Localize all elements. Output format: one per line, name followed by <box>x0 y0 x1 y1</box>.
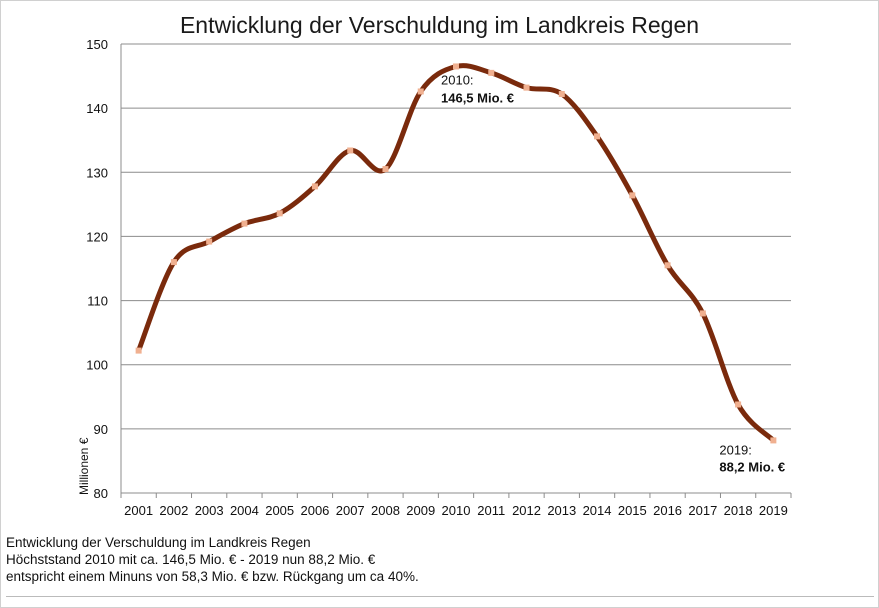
data-point-2007 <box>347 147 354 154</box>
x-tick-label: 2011 <box>477 503 505 518</box>
footnote-line-2: Höchststand 2010 mit ca. 146,5 Mio. € - … <box>6 552 376 567</box>
x-tick-label: 2005 <box>265 503 294 518</box>
data-point-2004 <box>241 220 248 227</box>
data-point-2019 <box>770 437 777 444</box>
series-line <box>136 63 776 443</box>
y-tick-label: 90 <box>94 422 108 437</box>
data-point-2012 <box>523 84 530 91</box>
y-tick-label: 120 <box>86 229 108 244</box>
annotations: 2010: 146,5 Mio. € 2019: 88,2 Mio. € <box>441 72 785 474</box>
x-tick-label: 2010 <box>442 503 471 518</box>
x-tick-label: 2012 <box>512 503 541 518</box>
data-point-2015 <box>629 192 636 199</box>
data-point-2014 <box>594 133 601 140</box>
x-tick-labels: 2001 2002 2003 2004 2005 2006 2007 2008 2009 2010… <box>120 493 792 518</box>
y-tick-label: 100 <box>86 358 108 373</box>
y-tick-label: 140 <box>86 101 108 116</box>
annotation-2019-year: 2019: <box>719 442 752 457</box>
data-markers <box>135 63 777 444</box>
x-tick-label: 2006 <box>300 503 329 518</box>
data-point-2016 <box>664 262 671 269</box>
x-tick-label: 2002 <box>159 503 188 518</box>
x-tick-label: 2016 <box>653 503 682 518</box>
data-point-2001 <box>135 347 142 354</box>
y-tick-label: 150 <box>86 37 108 52</box>
y-tick-labels: 80 90 100 110 120 130 140 150 <box>86 37 108 501</box>
data-point-2002 <box>170 259 177 266</box>
data-point-2013 <box>558 91 565 98</box>
data-point-2006 <box>311 183 318 190</box>
annotation-2010-year: 2010: <box>441 72 474 87</box>
x-tick-label: 2004 <box>230 503 259 518</box>
data-point-2018 <box>735 401 742 408</box>
data-point-2010 <box>453 63 459 70</box>
annotation-2010-value: 146,5 Mio. € <box>441 90 514 105</box>
x-tick-label: 2001 <box>124 503 153 518</box>
x-tick-label: 2008 <box>371 503 400 518</box>
data-point-2009 <box>417 88 424 95</box>
x-tick-label: 2015 <box>618 503 647 518</box>
x-tick-label: 2018 <box>724 503 753 518</box>
y-tick-label: 130 <box>86 165 108 180</box>
chart-title: Entwicklung der Verschuldung im Landkrei… <box>179 12 700 38</box>
x-tick-label: 2019 <box>759 503 788 518</box>
bottom-divider <box>6 596 874 597</box>
x-tick-label: 2013 <box>547 503 576 518</box>
data-point-2017 <box>699 310 706 317</box>
data-point-2011 <box>488 69 495 76</box>
x-tick-label: 2017 <box>688 503 717 518</box>
annotation-2019-value: 88,2 Mio. € <box>719 459 785 474</box>
x-tick-label: 2009 <box>406 503 435 518</box>
x-tick-label: 2003 <box>195 503 224 518</box>
gridlines <box>121 43 791 494</box>
footnote-line-3: entspricht einem Minuns von 58,3 Mio. € … <box>6 569 419 584</box>
x-tick-label: 2014 <box>583 503 612 518</box>
y-axis-label: Millionen € <box>77 437 91 495</box>
data-point-2008 <box>382 166 389 173</box>
data-point-2005 <box>276 210 283 217</box>
x-tick-label: 2007 <box>336 503 365 518</box>
y-tick-label: 80 <box>94 486 108 501</box>
y-tick-label: 110 <box>87 294 108 309</box>
footnote-line-1: Entwicklung der Verschuldung im Landkrei… <box>6 535 311 550</box>
data-point-2003 <box>206 238 213 245</box>
chart-footnote: Entwicklung der Verschuldung im Landkrei… <box>6 534 866 585</box>
axes <box>120 44 791 494</box>
